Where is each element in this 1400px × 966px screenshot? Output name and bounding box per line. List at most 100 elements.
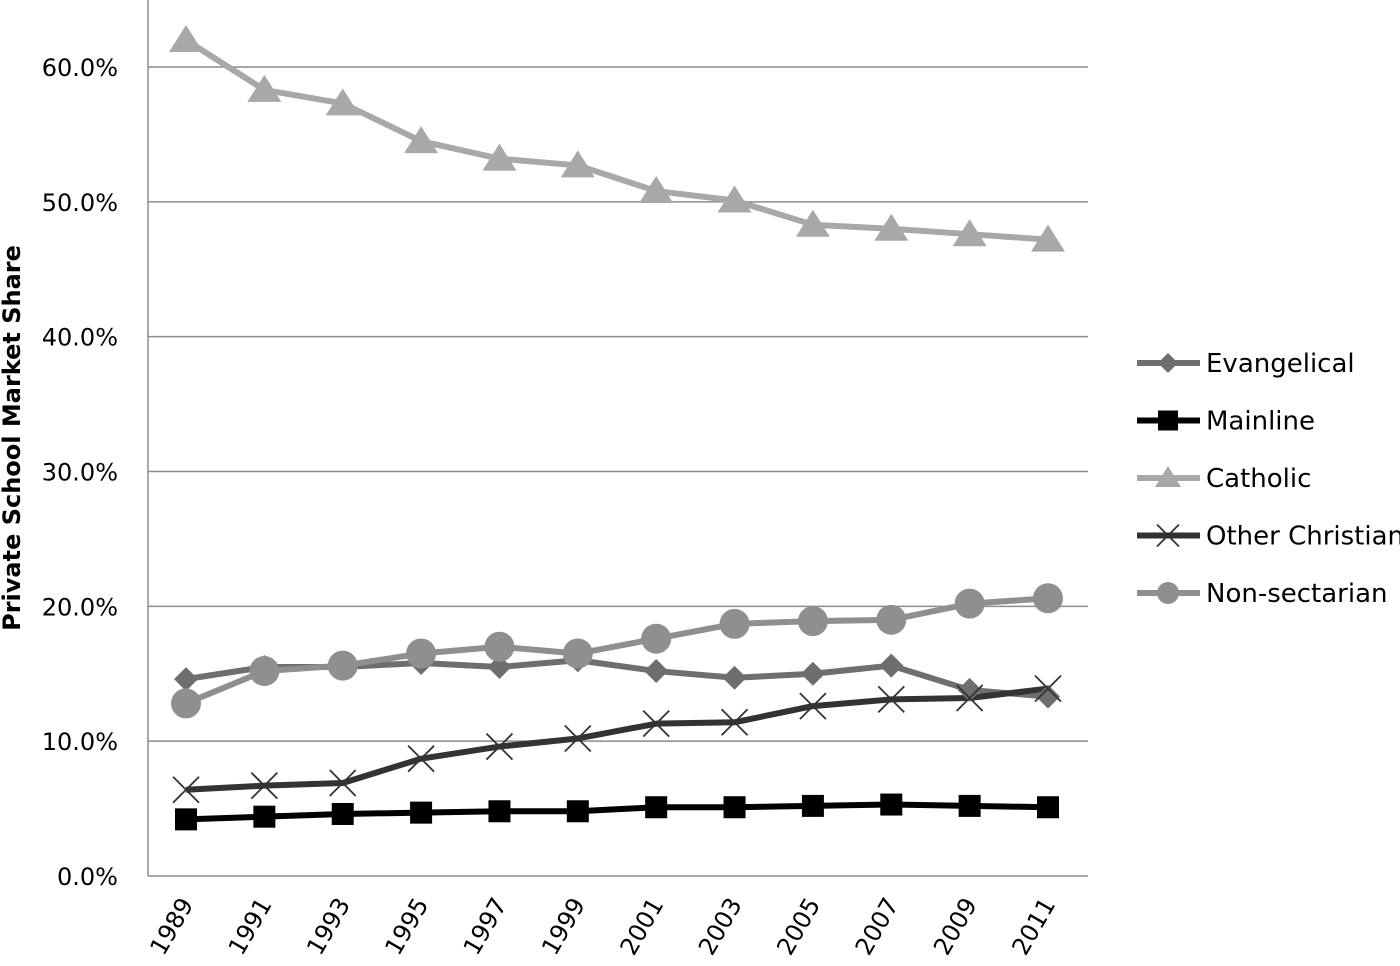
legend-item-non-sectarian: Non-sectarian [1137,579,1388,609]
data-point-mainline [566,800,589,823]
data-point-evangelical [722,665,747,690]
legend: Evangelical Mainline Catholic Other Christi… [1137,349,1400,609]
data-point-non-sectarian [719,608,750,639]
series-line-other-christian [185,685,1049,793]
x-tick-label: 1991 [223,893,278,960]
data-point-non-sectarian [1033,583,1063,614]
data-point-evangelical [1036,684,1060,709]
data-point-evangelical [644,659,669,684]
legend-label: Catholic [1206,464,1311,494]
data-point-other-christian [799,692,827,720]
y-tick-label: 10.0% [42,728,118,756]
markers-mainline [175,793,1059,831]
data-point-mainline [723,796,746,819]
data-point-catholic [247,74,282,102]
data-point-catholic [952,219,987,247]
legend-label: Non-sectarian [1206,579,1388,609]
data-point-non-sectarian [876,604,907,635]
series-mainline [185,801,1049,823]
legend-marker [1157,582,1179,604]
series-other-christian [185,685,1049,793]
data-point-mainline [801,794,824,817]
data-point-catholic [325,88,360,116]
data-point-evangelical [800,661,825,686]
data-point-other-christian [720,708,749,736]
y-tick-label: 50.0% [42,189,118,217]
data-point-catholic [560,150,595,178]
data-point-non-sectarian [797,606,828,637]
data-point-non-sectarian [641,623,672,654]
data-point-non-sectarian [249,656,280,687]
legend-marker [1158,410,1178,431]
data-point-other-christian [642,710,670,738]
data-point-catholic [404,126,439,154]
data-point-non-sectarian [171,688,201,719]
gridlines [148,66,1088,742]
y-axis-label: Private School Market Share [0,245,26,631]
data-point-catholic [717,185,752,213]
data-point-catholic [482,143,517,171]
x-tick-label: 2011 [1006,893,1061,960]
axes [147,0,1088,877]
data-point-mainline [331,802,354,825]
data-point-other-christian [329,769,357,797]
y-tick-label: 0.0% [57,863,118,891]
x-tick-label: 2007 [850,893,905,960]
data-point-catholic [169,25,203,53]
data-point-other-christian [1034,674,1062,703]
data-point-mainline [958,794,981,817]
x-tick-label: 1993 [301,893,356,960]
legend-item-other-christian: Other Christian [1137,522,1400,552]
y-tick-labels: 0.0% 10.0% 20.0% 30.0% 40.0% 50.0% 60.0% [42,54,118,891]
data-point-other-christian [485,732,514,761]
data-point-other-christian [955,684,984,712]
data-point-mainline [880,793,903,816]
x-tick-label: 1989 [144,893,199,960]
data-point-other-christian [564,724,592,753]
legend-item-mainline: Mainline [1137,407,1315,437]
data-point-non-sectarian [484,631,515,662]
data-point-non-sectarian [562,638,593,669]
data-point-mainline [253,805,276,828]
data-point-mainline [1037,796,1059,819]
data-point-non-sectarian [954,588,985,619]
series-non-sectarian [184,595,1049,707]
legend-label: Mainline [1206,407,1315,437]
data-point-mainline [645,796,668,819]
data-point-non-sectarian [406,638,437,669]
data-point-other-christian [172,776,200,804]
x-tick-label: 1999 [536,893,591,960]
legend-marker [1156,523,1180,548]
markers-catholic [169,25,1065,252]
legend-marker [1158,353,1178,373]
x-tick-label: 1997 [458,893,513,960]
x-tick-label: 2003 [693,893,748,960]
y-tick-label: 40.0% [42,324,118,352]
data-point-mainline [488,800,511,823]
series-line-catholic [184,37,1049,243]
x-tick-label: 2005 [771,893,826,960]
series-line-non-sectarian [184,595,1049,707]
data-point-non-sectarian [327,650,358,681]
legend-label: Other Christian [1206,522,1400,552]
x-tick-labels: 1989 1991 1993 1995 1997 1999 2001 2003 2005 2007… [144,893,1061,960]
legend-item-catholic: Catholic [1137,464,1311,494]
data-point-catholic [639,176,674,204]
y-tick-label: 60.0% [42,54,118,82]
markers-other-christian [172,674,1062,804]
x-tick-label: 1995 [379,893,434,960]
series-markers [169,25,1065,831]
series-line-mainline [185,801,1049,823]
data-point-catholic [795,209,830,237]
data-point-catholic [874,213,909,241]
data-point-evangelical [957,677,982,702]
legend-item-evangelical: Evangelical [1137,349,1355,379]
data-point-mainline [410,801,433,824]
data-point-other-christian [250,772,279,800]
data-point-other-christian [407,745,435,773]
data-point-mainline [175,808,197,831]
y-tick-label: 30.0% [42,459,118,487]
series-catholic [184,37,1049,243]
data-point-evangelical [174,667,198,692]
markers-non-sectarian [171,583,1063,719]
